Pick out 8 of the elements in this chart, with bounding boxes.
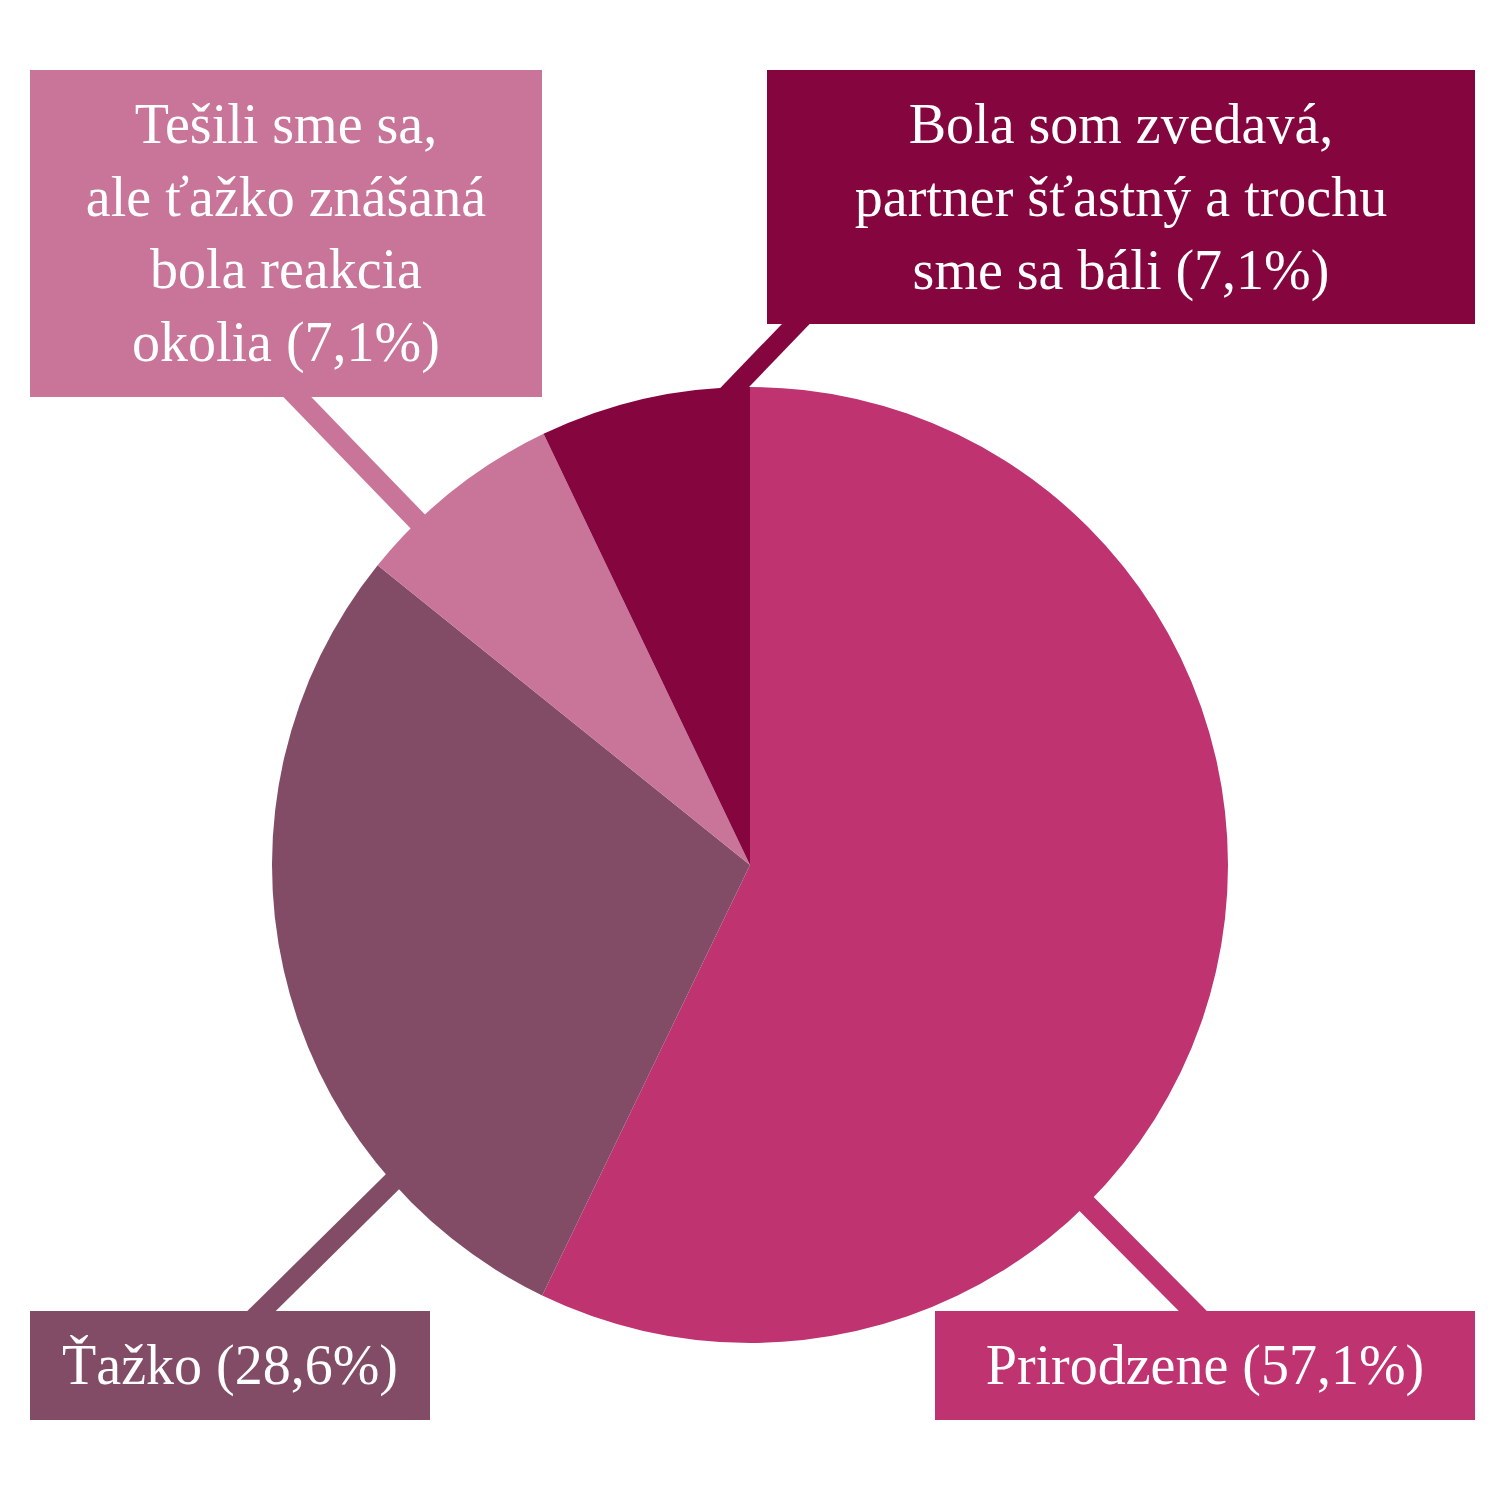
slice-label: Ťažko (28,6%) (62, 1333, 398, 1397)
pie-slice (543, 387, 750, 865)
pie-slice (377, 433, 750, 865)
slice-label: Tešili sme sa, ale ťažko znášaná bola reakcia okolia (7,1%) (85, 92, 487, 375)
slice-label: Bola som zvedavá, partner šťastný a trochu sme sa báli (7,1%) (854, 92, 1388, 302)
pie-slice (542, 387, 1228, 1343)
pie-slice (272, 565, 750, 1296)
slice-label: Prirodzene (57,1%) (985, 1333, 1425, 1397)
